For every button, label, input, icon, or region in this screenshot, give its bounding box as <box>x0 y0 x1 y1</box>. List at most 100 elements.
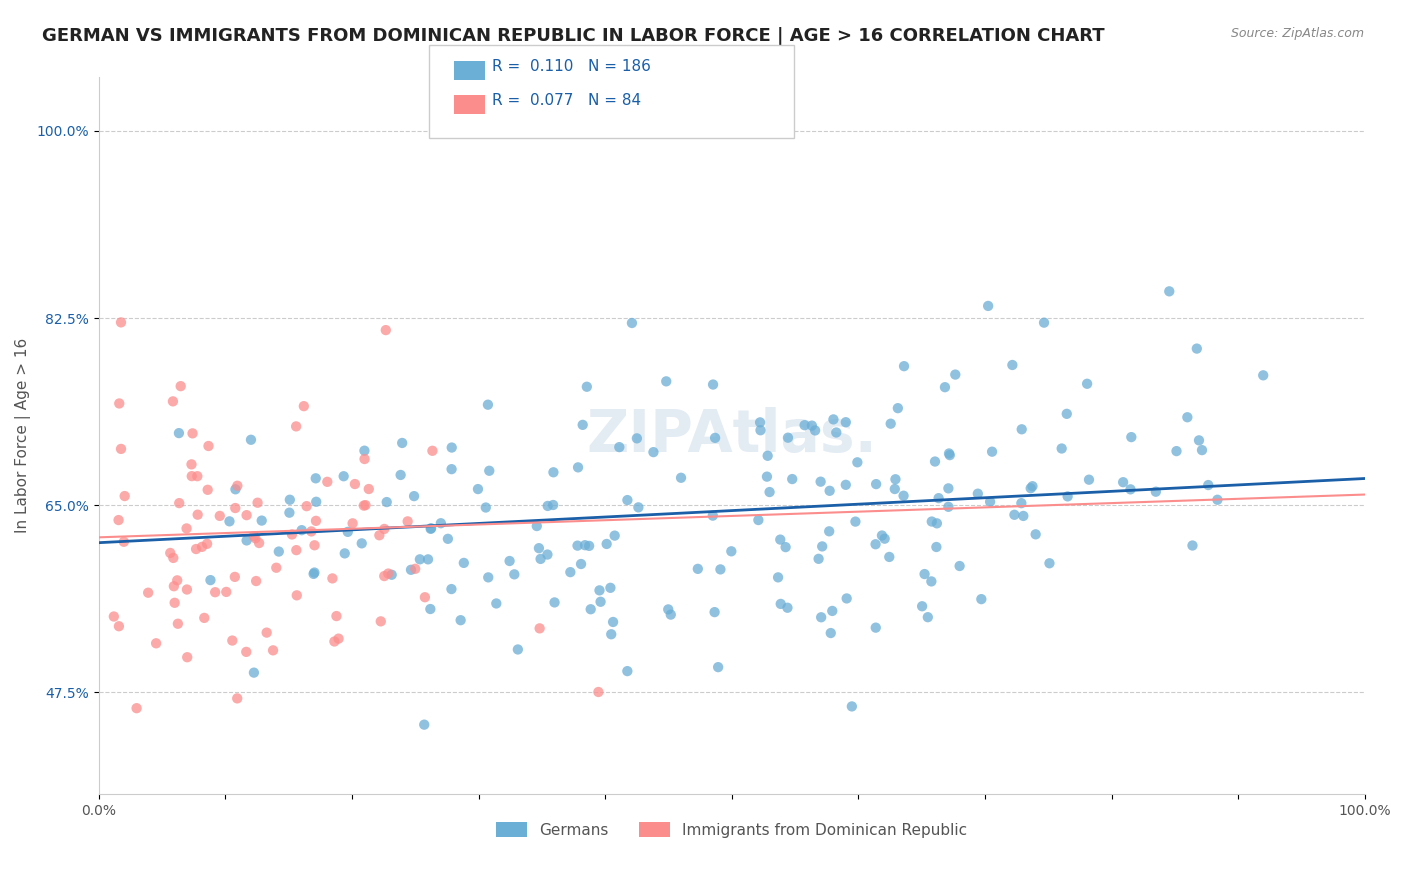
Point <box>925 516 948 531</box>
Point <box>575 380 598 394</box>
Point <box>704 431 727 445</box>
Point <box>323 634 346 648</box>
Point <box>285 543 308 558</box>
Point <box>769 533 792 547</box>
Point <box>108 396 131 410</box>
Point <box>373 569 395 583</box>
Point <box>166 574 188 588</box>
Point <box>295 499 318 513</box>
Point <box>304 566 326 580</box>
Point <box>981 444 1004 458</box>
Point <box>136 585 159 599</box>
Point <box>616 664 638 678</box>
Point <box>450 613 472 627</box>
Point <box>893 489 915 503</box>
Point <box>756 449 779 463</box>
Point <box>305 495 328 509</box>
Point <box>342 516 364 531</box>
Point <box>865 621 887 635</box>
Point <box>419 602 441 616</box>
Point <box>1076 376 1098 391</box>
Point <box>316 475 339 489</box>
Point <box>336 524 359 539</box>
Point <box>381 567 404 582</box>
Point <box>595 537 617 551</box>
Point <box>620 316 643 330</box>
Point <box>1197 478 1219 492</box>
Point <box>413 717 436 731</box>
Point <box>1121 430 1143 444</box>
Point <box>1175 410 1198 425</box>
Point <box>197 483 219 497</box>
Point <box>1206 492 1229 507</box>
Point <box>917 610 939 624</box>
Point <box>1119 483 1142 497</box>
Point <box>176 521 198 535</box>
Point <box>703 605 725 619</box>
Point <box>167 616 190 631</box>
Point <box>475 500 498 515</box>
Point <box>541 498 564 512</box>
Point <box>810 475 832 489</box>
Point <box>110 315 132 329</box>
Point <box>567 460 589 475</box>
Point <box>1181 539 1204 553</box>
Point <box>884 472 907 486</box>
Point <box>811 540 834 554</box>
Point <box>924 454 946 468</box>
Point <box>1056 407 1078 421</box>
Point <box>321 571 343 585</box>
Point <box>302 566 325 581</box>
Point <box>325 609 347 624</box>
Point <box>224 483 246 497</box>
Point <box>607 440 630 454</box>
Point <box>404 562 426 576</box>
Text: Source: ZipAtlas.com: Source: ZipAtlas.com <box>1230 27 1364 40</box>
Point <box>835 415 858 429</box>
Point <box>820 626 842 640</box>
Text: GERMAN VS IMMIGRANTS FROM DOMINICAN REPUBLIC IN LABOR FORCE | AGE > 16 CORRELATI: GERMAN VS IMMIGRANTS FROM DOMINICAN REPU… <box>42 27 1105 45</box>
Point <box>818 483 841 498</box>
Point <box>353 443 375 458</box>
Point <box>110 442 132 456</box>
Point <box>370 615 392 629</box>
Point <box>873 532 896 546</box>
Point <box>353 499 375 513</box>
Point <box>419 522 441 536</box>
Point <box>560 565 582 579</box>
Point <box>162 394 184 409</box>
Point <box>1021 479 1043 493</box>
Point <box>240 433 263 447</box>
Point <box>108 619 131 633</box>
Point <box>602 615 624 629</box>
Point <box>589 595 612 609</box>
Point <box>416 552 439 566</box>
Point <box>800 418 823 433</box>
Point <box>440 582 463 596</box>
Point <box>375 495 398 509</box>
Point <box>835 478 858 492</box>
Point <box>1011 422 1033 436</box>
Point <box>267 544 290 558</box>
Point <box>1056 489 1078 503</box>
Point <box>353 452 375 467</box>
Point <box>574 538 596 552</box>
Point <box>328 632 350 646</box>
Point <box>755 469 778 483</box>
Point <box>979 495 1001 509</box>
Point <box>176 582 198 597</box>
Point <box>883 482 905 496</box>
Point <box>368 528 391 542</box>
Point <box>578 539 600 553</box>
Point <box>938 481 960 495</box>
Point <box>437 532 460 546</box>
Point <box>1025 527 1047 541</box>
Point <box>262 643 284 657</box>
Point <box>1019 481 1042 495</box>
Point <box>938 500 960 514</box>
Point <box>749 423 772 437</box>
Point <box>167 426 190 441</box>
Point <box>125 701 148 715</box>
Point <box>1001 358 1024 372</box>
Point <box>807 551 830 566</box>
